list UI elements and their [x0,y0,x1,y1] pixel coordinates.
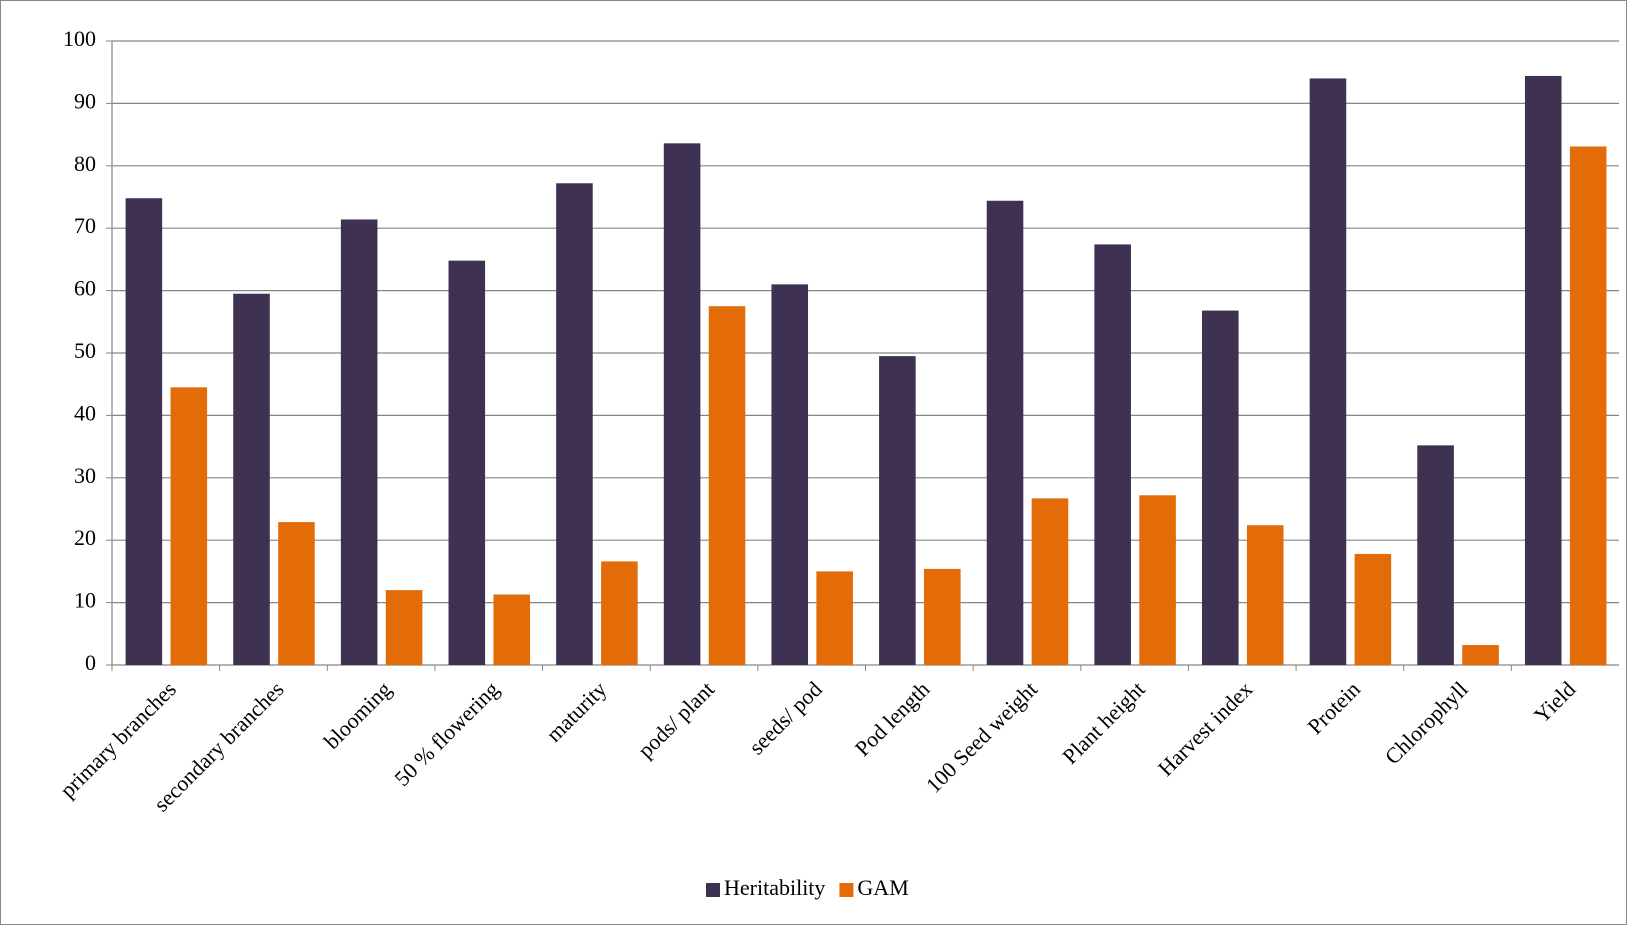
bar [1139,495,1176,665]
bar [340,219,378,666]
bar [278,522,315,665]
bar [1031,498,1069,665]
bar [170,387,208,665]
y-tick-label: 60 [74,276,96,301]
bar [385,590,423,665]
bar [816,571,853,665]
y-tick-label: 80 [74,151,96,176]
bar [924,568,961,665]
bar [879,356,916,665]
bar [1246,525,1284,665]
y-tick-label: 50 [74,338,96,363]
legend-label: GAM [857,875,908,900]
bar [663,143,701,665]
bar [1202,310,1239,665]
bar [1094,244,1131,665]
bar [1569,146,1607,665]
bar [556,183,593,665]
legend-swatch [839,883,854,897]
bar [1417,445,1454,665]
bar [1524,75,1562,666]
y-tick-label: 30 [74,463,96,488]
y-tick-label: 40 [74,400,96,425]
bar [986,200,1024,665]
bar [601,561,638,665]
bar [771,284,809,665]
y-tick-label: 90 [74,88,96,113]
legend-label: Heritability [724,875,825,900]
bar [1354,553,1392,665]
bar [448,260,486,665]
bar [1462,645,1499,665]
legend-swatch [706,883,720,897]
y-tick-label: 100 [63,26,96,51]
y-tick-label: 70 [74,213,96,238]
y-tick-label: 20 [74,525,96,550]
bar [1309,78,1347,665]
y-tick-label: 10 [74,588,96,613]
y-tick-label: 0 [85,650,96,675]
bar [233,293,270,665]
bar [708,306,746,665]
bar [493,594,531,665]
bar [125,198,163,666]
